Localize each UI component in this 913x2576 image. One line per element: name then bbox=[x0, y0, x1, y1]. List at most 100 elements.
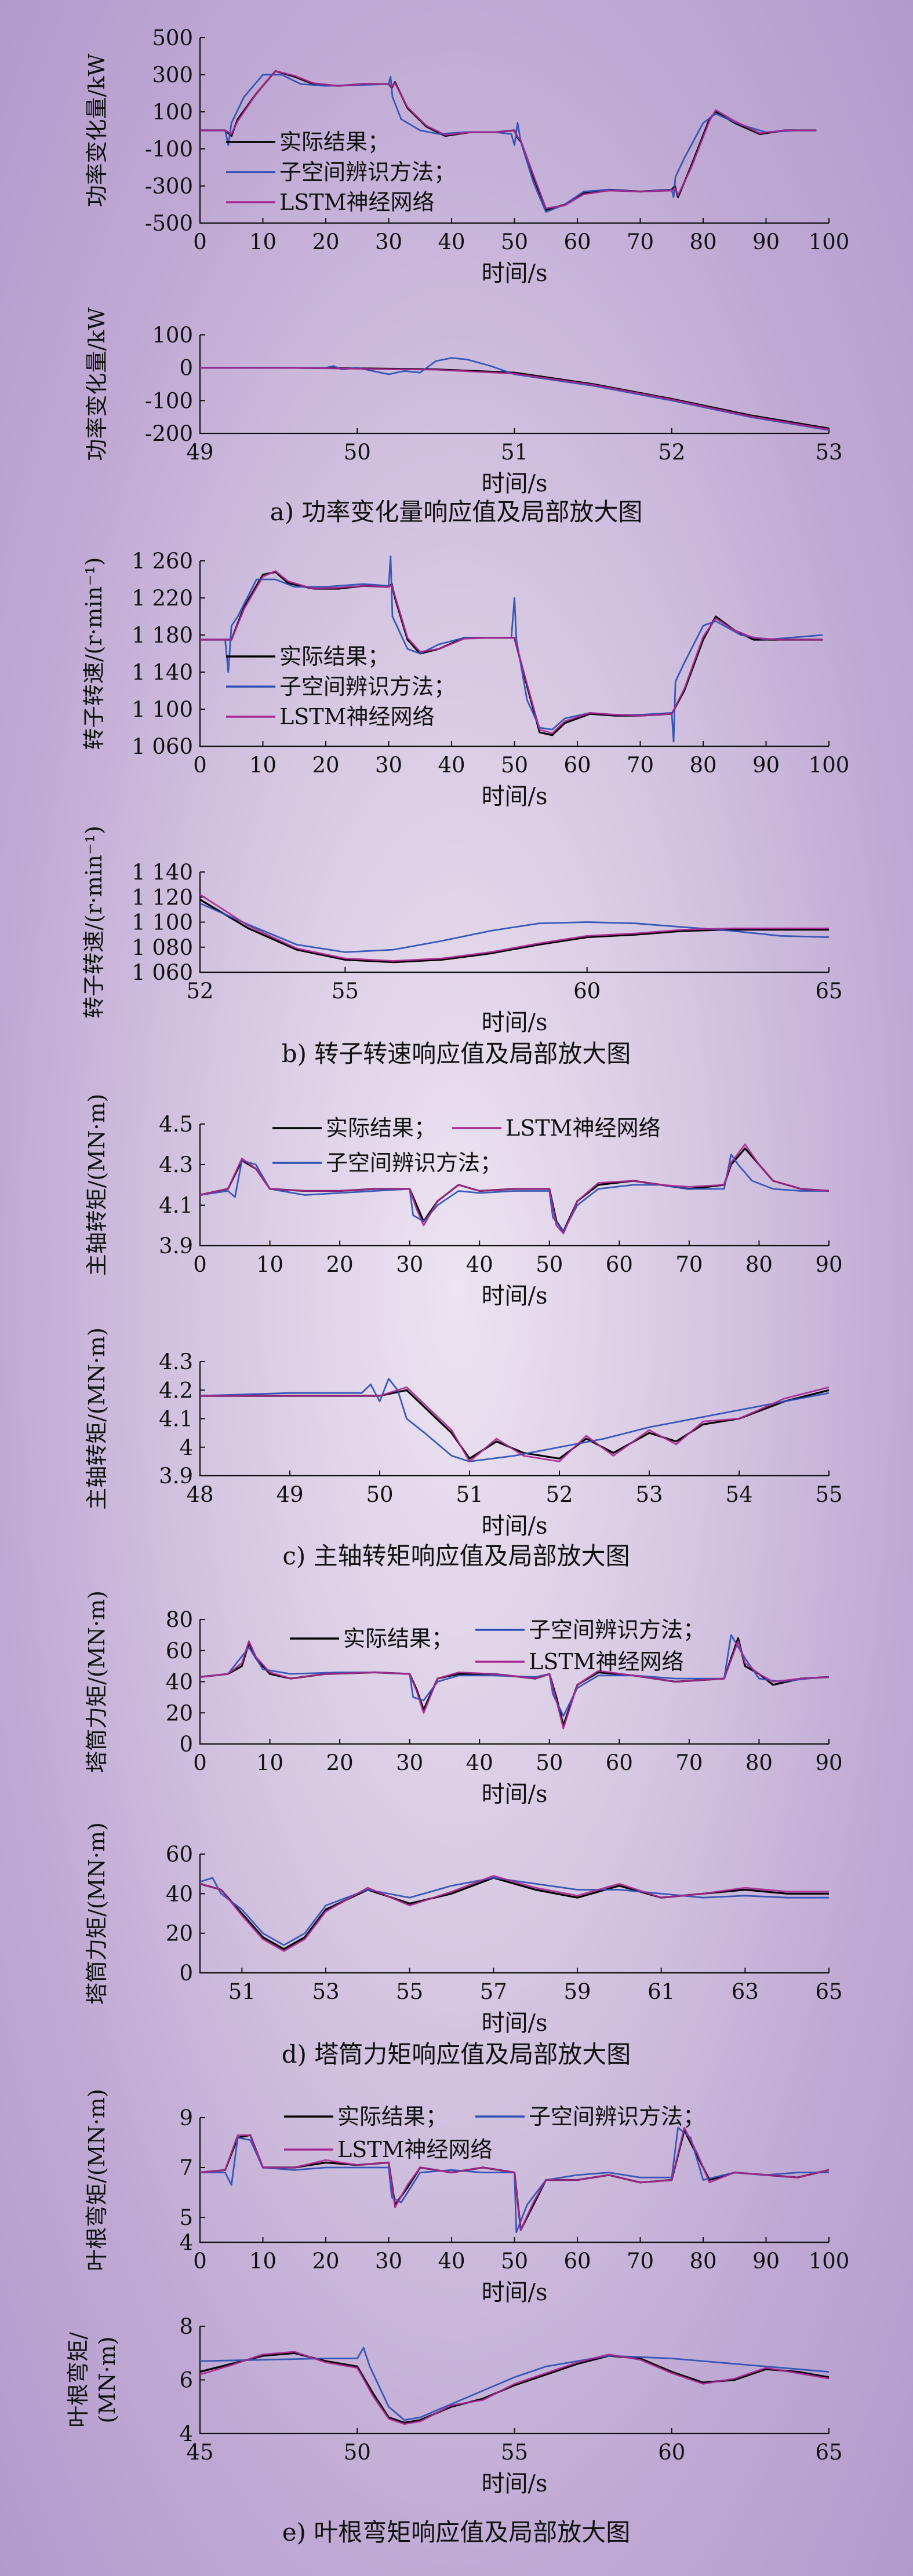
y-tick-label: 40 bbox=[166, 1881, 193, 1906]
y-tick-label: -100 bbox=[145, 137, 193, 162]
y-tick-label: 4 bbox=[179, 2230, 193, 2255]
series-line-subspace bbox=[200, 74, 817, 213]
axis-frame bbox=[199, 335, 829, 435]
x-tick-label: 40 bbox=[466, 1750, 493, 1775]
x-tick-label: 90 bbox=[815, 1750, 842, 1775]
x-tick-label: 53 bbox=[635, 1482, 663, 1507]
x-tick-label: 80 bbox=[745, 1750, 773, 1775]
series-line-lstm bbox=[199, 1875, 829, 1952]
x-axis-label: 时间/s bbox=[481, 260, 547, 287]
y-tick-label: 3.9 bbox=[159, 1464, 193, 1488]
subplot-e2: 45 50 55 60 65 4 6 8 时间/s 叶根弯矩/(MN·m) e) 叶根弯矩响应值及局… bbox=[66, 2314, 843, 2546]
y-axis-label: 主轴转矩/(MN·m) bbox=[84, 1094, 110, 1276]
legend-label-actual: 实际结果； bbox=[279, 644, 390, 669]
y-axis-label: 叶根弯矩/ bbox=[66, 2332, 91, 2428]
x-tick-label: 20 bbox=[312, 229, 339, 254]
x-tick-label: 40 bbox=[438, 229, 465, 254]
x-tick-label: 55 bbox=[396, 1979, 423, 2004]
x-tick-label: 20 bbox=[312, 753, 339, 778]
x-tick-label: 50 bbox=[536, 1252, 563, 1277]
x-tick-label: 51 bbox=[456, 1482, 483, 1507]
x-tick-label: 70 bbox=[627, 753, 654, 778]
x-tick-label: 90 bbox=[752, 2249, 780, 2274]
legend-label-actual: 实际结果； bbox=[326, 1115, 436, 1141]
y-tick-label: -500 bbox=[145, 211, 193, 236]
caption: d) 塔筒力矩响应值及局部放大图 bbox=[282, 2040, 631, 2068]
subplot-c1: 0 10 20 30 40 50 60 70 80 90 3.9 4.1 4.3 4.5 时间/s 主轴转矩/… bbox=[84, 1094, 843, 1309]
legend-label-subspace: 子空间辨识方法； bbox=[326, 1150, 502, 1176]
x-tick-label: 0 bbox=[193, 1750, 207, 1775]
legend-label-actual: 实际结果； bbox=[279, 129, 390, 155]
y-tick-label: 1 100 bbox=[132, 910, 193, 935]
y-tick-label: 3.9 bbox=[159, 1234, 193, 1258]
caption: a) 功率变化量响应值及局部放大图 bbox=[270, 498, 643, 526]
x-axis-label: 时间/s bbox=[481, 1283, 547, 1309]
caption: c) 主轴转矩响应值及局部放大图 bbox=[282, 1542, 630, 1570]
x-tick-label: 60 bbox=[606, 1252, 633, 1277]
legend-label-lstm: LSTM神经网络 bbox=[505, 1115, 661, 1141]
x-tick-label: 50 bbox=[536, 1750, 563, 1775]
x-tick-label: 49 bbox=[186, 440, 213, 465]
subplot-c2: 48 49 50 51 52 53 54 55 3.9 4 4.1 4.2 4.3 时间/s 主轴转矩/(M… bbox=[84, 1327, 843, 1570]
x-tick-label: 30 bbox=[375, 229, 402, 254]
series-line-lstm bbox=[199, 1640, 830, 1730]
legend-label-actual: 实际结果； bbox=[343, 1626, 453, 1651]
x-tick-label: 20 bbox=[326, 1252, 354, 1277]
x-tick-label: 60 bbox=[563, 2249, 591, 2274]
x-tick-label: 20 bbox=[326, 1750, 354, 1775]
y-tick-label: 0 bbox=[179, 1732, 193, 1757]
y-tick-label: 1 180 bbox=[132, 623, 193, 648]
y-tick-label: -300 bbox=[145, 174, 193, 199]
y-tick-label: 1 140 bbox=[132, 860, 193, 885]
x-tick-label: 10 bbox=[249, 753, 277, 778]
x-tick-label: 50 bbox=[344, 2440, 371, 2465]
x-tick-label: 70 bbox=[627, 2249, 654, 2274]
x-tick-label: 45 bbox=[186, 2440, 213, 2465]
y-axis-label-unit: (MN·m) bbox=[94, 2337, 120, 2424]
x-tick-label: 10 bbox=[249, 2249, 277, 2274]
x-axis-label: 时间/s bbox=[481, 470, 547, 497]
y-tick-label: 4.1 bbox=[159, 1193, 193, 1218]
y-tick-label: 1 100 bbox=[132, 697, 193, 722]
series-line-lstm bbox=[199, 1143, 830, 1235]
y-tick-label: 40 bbox=[166, 1670, 193, 1695]
series-line-lstm bbox=[200, 70, 817, 209]
series-line-lstm bbox=[200, 1386, 830, 1462]
y-tick-label: 500 bbox=[152, 25, 193, 50]
y-axis-label: 功率变化量/kW bbox=[84, 54, 110, 207]
legend-label-lstm: LSTM神经网络 bbox=[279, 189, 435, 215]
x-tick-label: 53 bbox=[815, 440, 842, 465]
y-tick-label: 20 bbox=[166, 1921, 193, 1946]
legend-label-subspace: 子空间辨识方法； bbox=[279, 159, 456, 185]
x-tick-label: 30 bbox=[396, 1252, 423, 1277]
legend-label-subspace: 子空间辨识方法； bbox=[279, 674, 456, 699]
subplot-b1: 0 10 20 30 40 50 60 70 80 90 100 1 060 1 100 1 140 1 1… bbox=[81, 549, 849, 810]
y-tick-label: 4.3 bbox=[159, 1152, 193, 1177]
x-tick-label: 0 bbox=[193, 229, 207, 254]
x-tick-label: 30 bbox=[375, 753, 402, 778]
x-axis-label: 时间/s bbox=[481, 1781, 547, 1808]
y-tick-label: 4.5 bbox=[159, 1112, 193, 1137]
axis-frame bbox=[199, 872, 829, 973]
axis-frame bbox=[199, 1854, 829, 1974]
x-tick-label: 0 bbox=[193, 753, 207, 778]
x-tick-label: 0 bbox=[193, 1252, 207, 1277]
series-line-subspace bbox=[199, 1877, 829, 1946]
y-tick-label: 4 bbox=[179, 1435, 193, 1460]
y-axis-label: 功率变化量/kW bbox=[84, 308, 110, 461]
series-line-subspace bbox=[199, 2347, 830, 2421]
series-line-lstm bbox=[200, 570, 823, 734]
x-tick-label: 80 bbox=[689, 753, 716, 778]
y-tick-label: 4 bbox=[179, 2421, 193, 2446]
axis-frame bbox=[199, 1124, 829, 1247]
subplot-d2: 51 53 55 57 59 61 63 65 0 20 40 60 时间/s 塔筒力矩/(MN·m) d)… bbox=[84, 1822, 843, 2068]
x-tick-label: 60 bbox=[563, 229, 591, 254]
x-tick-label: 49 bbox=[276, 1482, 303, 1507]
x-tick-label: 59 bbox=[563, 1979, 591, 2004]
x-tick-label: 54 bbox=[725, 1482, 752, 1507]
x-tick-label: 40 bbox=[438, 2249, 465, 2274]
series-line-subspace bbox=[199, 902, 830, 953]
x-tick-label: 48 bbox=[186, 1482, 213, 1507]
